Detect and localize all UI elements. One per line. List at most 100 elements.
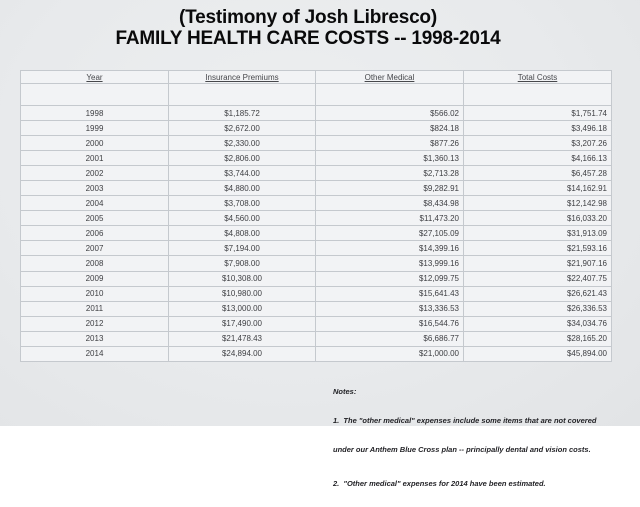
premiums-cell: $17,490.00 [168,315,316,332]
other-medical-cell: $14,399.16 [315,240,464,257]
premiums-cell: $2,672.00 [168,120,316,137]
title-main-line: FAMILY HEALTH CARE COSTS -- 1998-2014 [115,28,501,49]
year-cell: 2009 [20,270,169,287]
other-medical-cell: $27,105.09 [315,225,464,242]
table-row: 2002 $3,744.00 $2,713.28 $6,457.28 [20,165,612,182]
year-cell: 2013 [20,330,169,347]
other-medical-cell: $16,544.76 [315,315,464,332]
notes-heading: Notes: [333,387,357,397]
year-cell: 2005 [20,210,169,227]
premiums-cell: $24,894.00 [168,345,316,363]
table-row: 2005 $4,560.00 $11,473.20 $16,033.20 [20,210,612,227]
total-costs-cell: $6,457.28 [463,165,612,182]
col-header-insurance-premiums: Insurance Premiums [168,70,316,84]
table-row: 2001 $2,806.00 $1,360.13 $4,166.13 [20,150,612,167]
total-costs-cell: $31,913.09 [463,225,612,242]
year-cell: 2006 [20,225,169,242]
col-header-total-costs: Total Costs [463,70,612,84]
year-cell: 2000 [20,135,169,152]
other-medical-cell: $13,336.53 [315,300,464,317]
table-row: 2013 $21,478.43 $6,686.77 $28,165.20 [20,330,612,347]
total-costs-cell: $14,162.91 [463,180,612,197]
premiums-cell: $4,808.00 [168,225,316,242]
table-row: 1999 $2,672.00 $824.18 $3,496.18 [20,120,612,137]
other-medical-cell: $9,282.91 [315,180,464,197]
total-costs-cell: $26,336.53 [463,300,612,317]
year-cell: 2014 [20,345,169,363]
total-costs-cell: $28,165.20 [463,330,612,347]
spacer-cell [20,83,169,106]
year-cell: 2007 [20,240,169,257]
year-cell: 2012 [20,315,169,332]
table-row: 2014 $24,894.00 $21,000.00 $45,894.00 [20,345,612,363]
total-costs-cell: $45,894.00 [463,345,612,363]
total-costs-cell: $1,751.74 [463,104,612,122]
table-row: 2009 $10,308.00 $12,099.75 $22,407.75 [20,270,612,287]
premiums-cell: $13,000.00 [168,300,316,317]
other-medical-cell: $1,360.13 [315,150,464,167]
table-row: 2000 $2,330.00 $877.26 $3,207.26 [20,135,612,152]
spacer-cell [315,83,464,106]
col-header-other-medical: Other Medical [315,70,464,84]
spacer-row [20,83,612,106]
other-medical-cell: $11,473.20 [315,210,464,227]
document-page: (Testimony of Josh Libresco) FAMILY HEAL… [0,0,640,488]
other-medical-cell: $12,099.75 [315,270,464,287]
year-cell: 1999 [20,120,169,137]
year-cell: 2010 [20,285,169,302]
premiums-cell: $4,560.00 [168,210,316,227]
header-row: Year Insurance Premiums Other Medical To… [20,70,612,84]
year-cell: 2002 [20,165,169,182]
premiums-cell: $7,908.00 [168,255,316,272]
notes-block: Notes: 1. The "other medical" expenses i… [333,368,623,507]
year-cell: 2001 [20,150,169,167]
col-header-year: Year [20,70,169,84]
table-row: 2003 $4,880.00 $9,282.91 $14,162.91 [20,180,612,197]
total-costs-cell: $21,593.16 [463,240,612,257]
total-costs-cell: $16,033.20 [463,210,612,227]
other-medical-cell: $15,641.43 [315,285,464,302]
other-medical-cell: $6,686.77 [315,330,464,347]
premiums-cell: $21,478.43 [168,330,316,347]
note-1-line-1: 1. The "other medical" expenses include … [333,415,597,425]
total-costs-cell: $3,496.18 [463,120,612,137]
table-row: 2012 $17,490.00 $16,544.76 $34,034.76 [20,315,612,332]
page-title: (Testimony of Josh Libresco) FAMILY HEAL… [0,7,616,49]
total-costs-cell: $34,034.76 [463,315,612,332]
table-row: 1998 $1,185.72 $566.02 $1,751.74 [20,104,612,122]
other-medical-cell: $2,713.28 [315,165,464,182]
total-costs-cell: $26,621.43 [463,285,612,302]
premiums-cell: $1,185.72 [168,104,316,122]
other-medical-cell: $824.18 [315,120,464,137]
table-row: 2004 $3,708.00 $8,434.98 $12,142.98 [20,195,612,212]
year-cell: 2004 [20,195,169,212]
table-row: 2008 $7,908.00 $13,999.16 $21,907.16 [20,255,612,272]
total-costs-cell: $12,142.98 [463,195,612,212]
premiums-cell: $7,194.00 [168,240,316,257]
table-row: 2006 $4,808.00 $27,105.09 $31,913.09 [20,225,612,242]
total-costs-cell: $21,907.16 [463,255,612,272]
year-cell: 2003 [20,180,169,197]
other-medical-cell: $13,999.16 [315,255,464,272]
premiums-cell: $10,980.00 [168,285,316,302]
other-medical-cell: $21,000.00 [315,345,464,363]
year-cell: 1998 [20,104,169,122]
premiums-cell: $4,880.00 [168,180,316,197]
spacer-cell [463,83,612,106]
table-row: 2011 $13,000.00 $13,336.53 $26,336.53 [20,300,612,317]
table-row: 2010 $10,980.00 $15,641.43 $26,621.43 [20,285,612,302]
title-testimony-line: (Testimony of Josh Libresco) [179,7,437,28]
year-cell: 2008 [20,255,169,272]
other-medical-cell: $566.02 [315,104,464,122]
total-costs-cell: $4,166.13 [463,150,612,167]
other-medical-cell: $877.26 [315,135,464,152]
premiums-cell: $2,330.00 [168,135,316,152]
premiums-cell: $3,708.00 [168,195,316,212]
cost-table: Year Insurance Premiums Other Medical To… [20,70,612,363]
note-2: 2. "Other medical" expenses for 2014 hav… [333,478,546,488]
spacer-cell [168,83,316,106]
year-cell: 2011 [20,300,169,317]
other-medical-cell: $8,434.98 [315,195,464,212]
premiums-cell: $2,806.00 [168,150,316,167]
total-costs-cell: $22,407.75 [463,270,612,287]
